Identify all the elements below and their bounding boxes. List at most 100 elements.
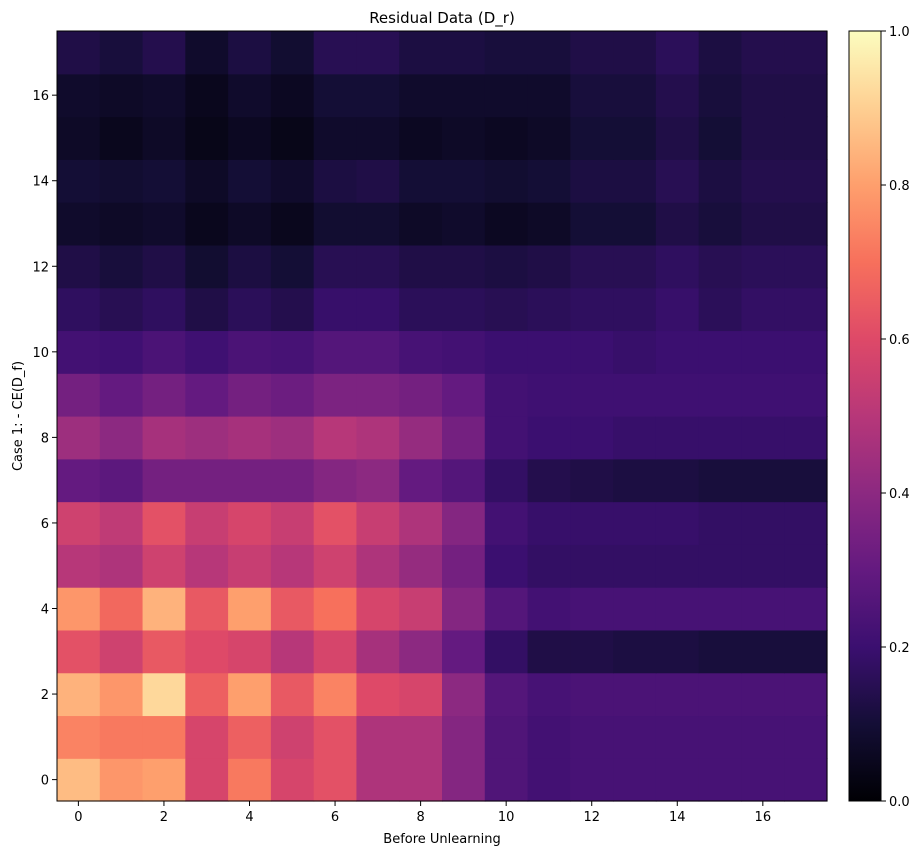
heatmap-cell [484, 244, 529, 289]
heatmap-cell [527, 116, 571, 160]
heatmap-cell [527, 758, 571, 802]
heatmap-cell [527, 73, 571, 118]
heatmap-cell [655, 73, 700, 118]
heatmap-cell [399, 330, 443, 374]
heatmap-cell [57, 715, 101, 759]
heatmap-cell [655, 544, 700, 588]
heatmap-cell [57, 287, 101, 332]
heatmap-cell [185, 244, 229, 289]
y-tick-label: 16 [32, 89, 49, 104]
heatmap-cell [613, 159, 657, 203]
x-tick-label: 12 [583, 810, 600, 825]
heatmap-cell [741, 244, 785, 289]
heatmap-cell [313, 501, 358, 545]
heatmap-cell [613, 330, 657, 374]
heatmap-cell [57, 330, 101, 374]
heatmap-cell [313, 244, 358, 289]
heatmap-cell [442, 758, 486, 802]
heatmap-cell [99, 715, 144, 759]
heatmap-cell [399, 244, 443, 289]
heatmap-cell [270, 715, 315, 759]
heatmap-cell [484, 501, 529, 545]
heatmap-cell [570, 629, 614, 674]
heatmap-cell [399, 159, 443, 203]
heatmap-cell [313, 544, 358, 588]
heatmap-cell [442, 458, 486, 503]
y-tick-label: 2 [41, 688, 49, 703]
heatmap-cell [527, 31, 571, 75]
heatmap-cell [356, 501, 400, 545]
heatmap-cell [228, 587, 272, 631]
heatmap-cell [570, 73, 614, 118]
heatmap-cell [484, 416, 529, 460]
heatmap-cell [442, 501, 486, 545]
heatmap-cell [185, 758, 229, 802]
heatmap-cell [784, 416, 828, 460]
heatmap-cell [613, 672, 657, 717]
heatmap-cell [442, 31, 486, 75]
heatmap-cell [784, 287, 828, 332]
colorbar-tick-label: 0.0 [889, 795, 910, 810]
heatmap-cell [185, 672, 229, 717]
heatmap-cell [356, 287, 400, 332]
heatmap-cell [655, 629, 700, 674]
heatmap-cell [784, 73, 828, 118]
heatmap-cell [442, 159, 486, 203]
y-tick-label: 10 [32, 346, 49, 361]
heatmap-cell [527, 544, 571, 588]
heatmap-cell [57, 672, 101, 717]
heatmap-cell [655, 416, 700, 460]
heatmap-cell [484, 715, 529, 759]
heatmap-cell [228, 73, 272, 118]
heatmap-cell [613, 244, 657, 289]
heatmap-cell [399, 202, 443, 246]
heatmap-cell [527, 416, 571, 460]
heatmap-cell [613, 116, 657, 160]
heatmap-cell [655, 287, 700, 332]
x-tick-label: 14 [669, 810, 686, 825]
heatmap-cell [270, 672, 315, 717]
heatmap-cell [570, 202, 614, 246]
heatmap-cell [313, 159, 358, 203]
heatmap-cell [570, 544, 614, 588]
heatmap-cell [399, 587, 443, 631]
heatmap-cell [57, 31, 101, 75]
heatmap-cell [228, 458, 272, 503]
heatmap-cell [698, 373, 743, 417]
heatmap-cell [399, 544, 443, 588]
heatmap-cell [185, 31, 229, 75]
heatmap-cell [484, 672, 529, 717]
heatmap-cell [399, 416, 443, 460]
heatmap-cell [484, 73, 529, 118]
heatmap-cell [356, 544, 400, 588]
heatmap-cell [399, 31, 443, 75]
heatmap-cell [442, 73, 486, 118]
heatmap-cell [399, 73, 443, 118]
heatmap-cell [570, 501, 614, 545]
heatmap-cell [142, 458, 186, 503]
heatmap-cell [527, 672, 571, 717]
heatmap-cell [185, 287, 229, 332]
heatmap-cell [313, 672, 358, 717]
heatmap-cell [356, 458, 400, 503]
heatmap-cell [99, 672, 144, 717]
heatmap-cell [185, 202, 229, 246]
colorbar-tick-label: 0.6 [889, 333, 910, 348]
heatmap-cell [655, 758, 700, 802]
heatmap-cell [570, 587, 614, 631]
heatmap-cell [57, 116, 101, 160]
heatmap-cell [228, 287, 272, 332]
heatmap-cell [527, 587, 571, 631]
heatmap-cell [484, 629, 529, 674]
heatmap-cell [570, 31, 614, 75]
heatmap-cell [270, 629, 315, 674]
heatmap-cell [399, 287, 443, 332]
heatmap-cell [484, 31, 529, 75]
heatmap-cell [313, 287, 358, 332]
heatmap-cell [313, 587, 358, 631]
heatmap-cell [99, 544, 144, 588]
heatmap-cell [185, 715, 229, 759]
heatmap-cell [142, 244, 186, 289]
y-axis-label: Case 1: - CE(D_f) [11, 361, 26, 471]
heatmap-cell [484, 159, 529, 203]
